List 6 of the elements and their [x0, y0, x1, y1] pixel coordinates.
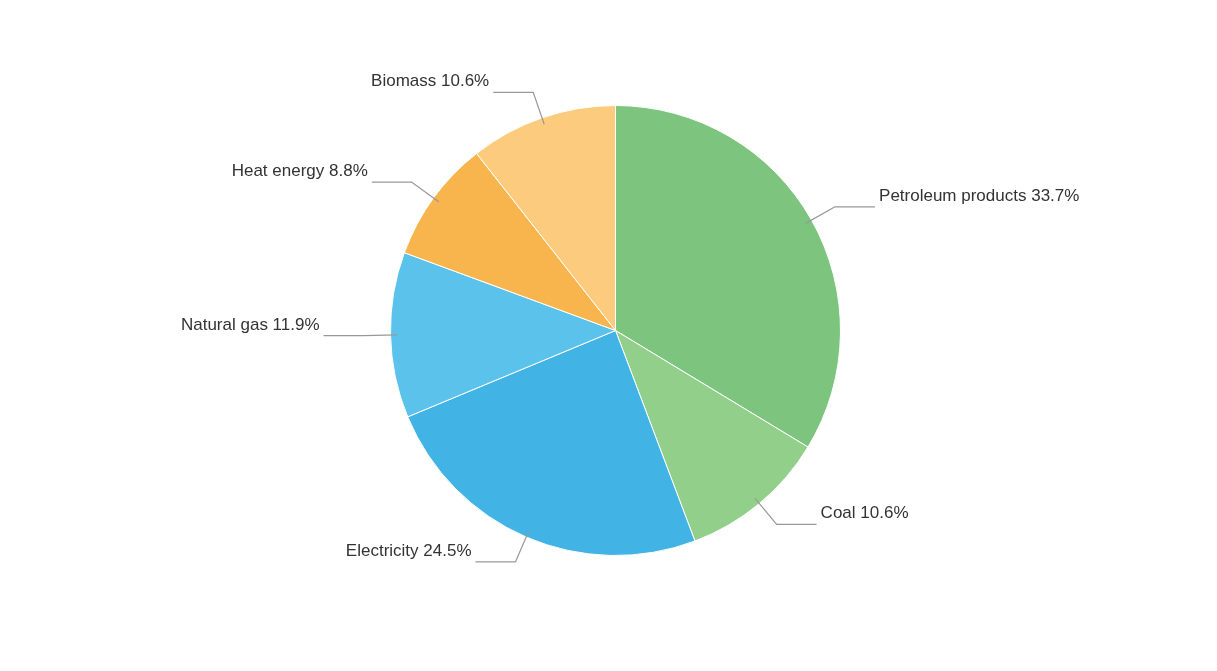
slice-label: Coal 10.6%	[820, 503, 909, 523]
slice-label: Biomass 10.6%	[371, 71, 490, 91]
slice-label: Heat energy 8.8%	[231, 161, 368, 181]
slice-label: Electricity 24.5%	[345, 540, 472, 560]
slice-label: Petroleum products 33.7%	[879, 185, 1080, 205]
slice-label: Natural gas 11.9%	[180, 314, 320, 334]
